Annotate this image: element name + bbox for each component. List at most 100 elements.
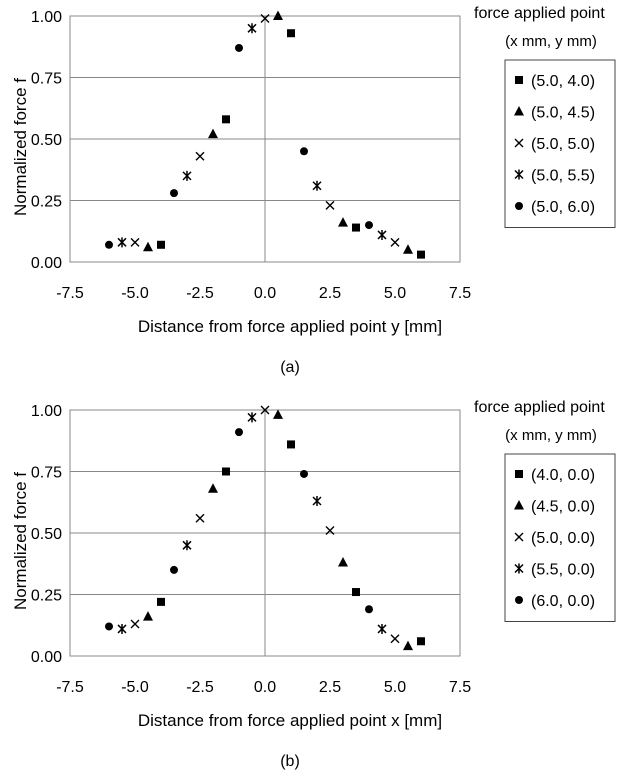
data-point-circle: [235, 428, 243, 437]
y-tick-label: 0.00: [31, 255, 62, 272]
x-tick-label: 0.0: [254, 679, 276, 696]
data-point-circle: [235, 43, 243, 52]
data-point-triangle: [338, 217, 348, 227]
y-axis-label: Normalized force f: [11, 78, 30, 216]
y-tick-label: 0.75: [31, 71, 62, 88]
legend-entry-label: (5.0, 5.0): [531, 136, 595, 153]
data-point-square: [287, 29, 295, 38]
legend-entry-label: (5.0, 4.0): [531, 73, 595, 90]
y-tick-label: 0.75: [31, 465, 62, 482]
chart-b-svg: 0.00 0.25 0.50 0.75 1.00 -7.5 -5.0 -2.5 0.0 2.5 5.…: [11, 399, 616, 770]
legend-marker-triangle: [514, 500, 524, 510]
legend-marker-asterisk: [514, 169, 524, 180]
x-tick-label: -2.5: [186, 679, 214, 696]
x-axis-label: Distance from force applied point x [mm]: [138, 711, 442, 730]
data-point-cross: [195, 151, 205, 161]
legend-entry-label: (4.5, 0.0): [531, 499, 595, 516]
data-point-square: [287, 440, 295, 449]
data-point-circle: [300, 147, 308, 156]
legend-marker-circle: [515, 202, 523, 210]
legend-box: [504, 59, 616, 228]
data-point-cross: [260, 405, 270, 415]
legend-subtitle: (x mm, y mm): [505, 427, 597, 444]
legend-title: force applied point: [474, 5, 605, 22]
legend-marker-circle: [515, 596, 523, 604]
data-point-asterisk: [117, 237, 127, 248]
chart-a-svg: 0.00 0.25 0.50 0.75 1.00 -7.5 -5.0 -2.5 0.0 2.5 5.…: [11, 5, 616, 376]
data-point-cross: [260, 13, 270, 23]
x-tick-label: -5.0: [121, 285, 149, 302]
legend-entry-label: (5.0, 0.0): [531, 530, 595, 547]
data-point-square: [222, 467, 230, 476]
data-point-circle: [105, 622, 113, 631]
data-point-asterisk: [182, 540, 192, 551]
legend-entry-label: (5.0, 5.5): [531, 168, 595, 185]
y-tick-label: 0.50: [31, 526, 62, 543]
data-point-cross: [325, 200, 335, 210]
legend: force applied point (x mm, y mm) (4.0, 0.0…: [474, 399, 616, 622]
data-point-triangle: [403, 640, 413, 651]
chart-panel-b: 0.00 0.25 0.50 0.75 1.00 -7.5 -5.0 -2.5 0.0 2.5 5.…: [0, 394, 644, 778]
data-point-triangle: [273, 10, 283, 20]
data-point-asterisk: [312, 496, 322, 507]
data-point-asterisk: [312, 180, 322, 191]
y-tick-label: 1.00: [31, 403, 62, 420]
x-tick-label: 0.0: [254, 285, 276, 302]
data-point-square: [417, 637, 425, 646]
x-tick-label: -7.5: [56, 679, 84, 696]
data-point-cross: [390, 237, 400, 247]
x-tick-label: -5.0: [121, 679, 149, 696]
data-point-circle: [170, 565, 178, 574]
legend-marker-square: [515, 470, 523, 478]
y-tick-label: 0.25: [31, 588, 62, 605]
y-tick-label: 1.00: [31, 9, 62, 26]
legend-entry-label: (5.0, 6.0): [531, 199, 595, 216]
data-point-square: [157, 240, 165, 249]
data-point-triangle: [273, 409, 283, 419]
data-point-circle: [170, 189, 178, 198]
data-point-triangle: [338, 557, 348, 567]
y-tick-label: 0.25: [31, 194, 62, 211]
legend-entry-label: (5.0, 4.5): [531, 105, 595, 122]
data-point-asterisk: [377, 623, 387, 634]
legend-subtitle: (x mm, y mm): [505, 33, 597, 50]
data-point-circle: [365, 221, 373, 230]
data-point-circle: [105, 240, 113, 249]
data-point-asterisk: [117, 623, 127, 634]
data-point-asterisk: [182, 170, 192, 181]
legend-marker-cross: [514, 532, 524, 542]
data-point-triangle: [208, 483, 218, 493]
legend-title: force applied point: [474, 399, 605, 416]
data-point-square: [352, 588, 360, 597]
data-point-square: [222, 115, 230, 124]
data-points: [105, 10, 425, 259]
legend: force applied point (x mm, y mm) (5.0, 4.0…: [474, 5, 616, 228]
data-point-circle: [365, 605, 373, 614]
data-point-cross: [390, 634, 400, 644]
x-tick-label: 7.5: [449, 679, 471, 696]
x-tick-label: -7.5: [56, 285, 84, 302]
data-point-triangle: [143, 611, 153, 621]
panel-label: (a): [280, 359, 300, 376]
legend-marker-square: [515, 76, 523, 84]
data-point-asterisk: [377, 229, 387, 240]
panel-label: (b): [280, 753, 300, 770]
legend-entry-label: (4.0, 0.0): [531, 467, 595, 484]
data-point-cross: [130, 619, 140, 629]
legend-marker-asterisk: [514, 563, 524, 574]
data-point-cross: [325, 526, 335, 536]
data-point-asterisk: [247, 23, 257, 34]
y-axis-label: Normalized force f: [11, 472, 30, 610]
data-point-triangle: [208, 128, 218, 139]
data-point-square: [352, 223, 360, 232]
data-point-cross: [195, 513, 205, 523]
x-tick-label: 5.0: [384, 679, 406, 696]
data-point-cross: [130, 237, 140, 247]
x-tick-label: 2.5: [319, 285, 341, 302]
data-points: [105, 405, 425, 651]
data-point-circle: [300, 469, 308, 478]
data-point-asterisk: [247, 412, 257, 423]
x-tick-label: 7.5: [449, 285, 471, 302]
data-point-square: [417, 250, 425, 259]
data-point-triangle: [143, 241, 153, 252]
